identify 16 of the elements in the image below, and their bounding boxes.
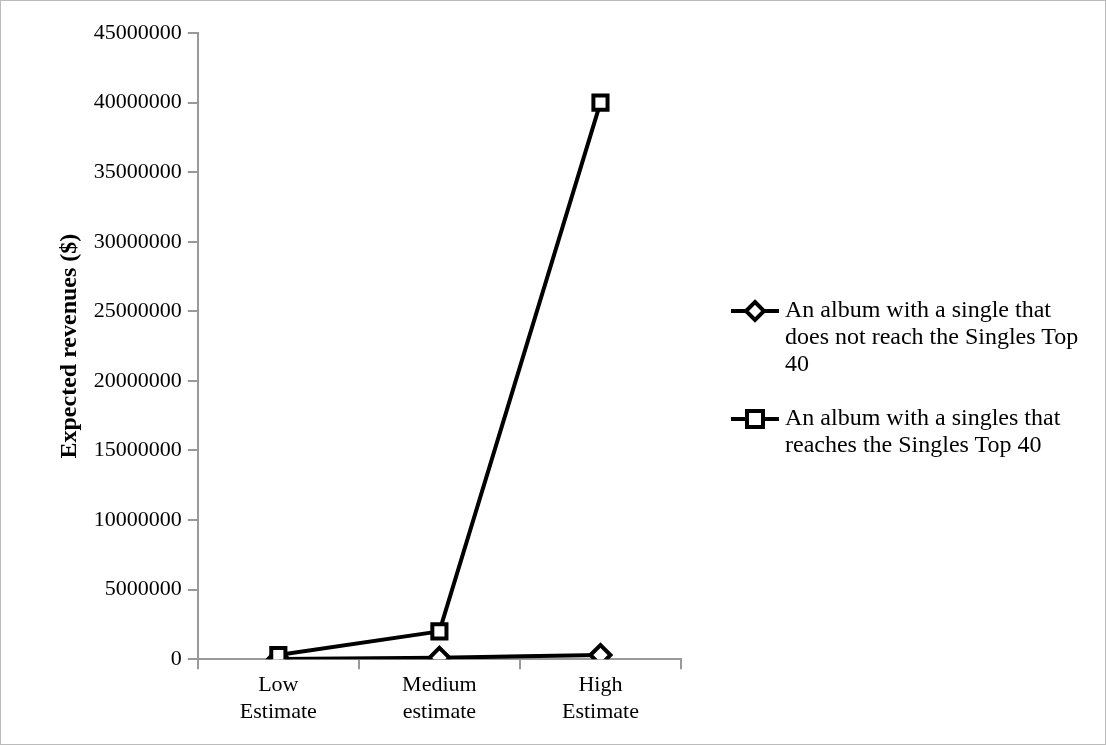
y-tick-label: 5000000 xyxy=(104,575,182,601)
y-tick-label: 35000000 xyxy=(93,157,182,183)
x-tick-label: Medium estimate xyxy=(402,671,477,723)
y-axis-title: Expected revenues ($) xyxy=(54,233,81,459)
legend-label: An album with a single that does not reach the Singles Top 40 xyxy=(785,296,1079,377)
y-tick-label: 40000000 xyxy=(93,88,182,114)
y-tick-label: 25000000 xyxy=(93,297,182,323)
x-tick-label: Low Estimate xyxy=(239,671,317,723)
y-tick-label: 45000000 xyxy=(93,18,182,44)
x-tick-label: High Estimate xyxy=(561,671,639,723)
y-tick-label: 0 xyxy=(170,644,182,670)
y-tick-label: 15000000 xyxy=(93,436,182,462)
y-tick-label: 30000000 xyxy=(93,227,182,253)
y-tick-label: 20000000 xyxy=(93,366,182,392)
legend-label: An album with a singles that reaches the Singles Top 40 xyxy=(785,404,1062,458)
y-tick-label: 10000000 xyxy=(93,505,182,531)
